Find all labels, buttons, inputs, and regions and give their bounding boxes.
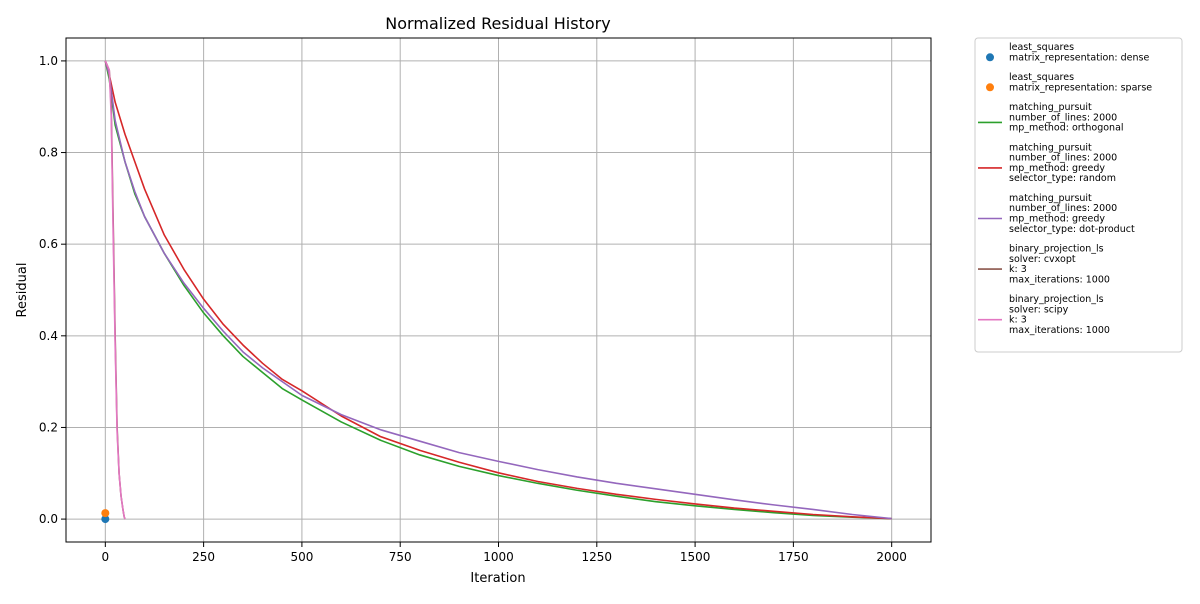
legend-label: k: 3 bbox=[1009, 264, 1027, 275]
legend-swatch-0 bbox=[986, 53, 994, 62]
x-tick-label: 2000 bbox=[876, 550, 907, 564]
legend-label: mp_method: orthogonal bbox=[1009, 123, 1124, 134]
legend-label: least_squares bbox=[1009, 42, 1074, 53]
legend-label: max_iterations: 1000 bbox=[1009, 325, 1110, 336]
legend-label: matrix_representation: dense bbox=[1009, 52, 1149, 63]
series-line-6 bbox=[104, 60, 126, 520]
x-axis-ticks: 0 250 500 750 1000 1250 1500 1750 2000 bbox=[101, 542, 907, 564]
legend-label: solver: cvxopt bbox=[1009, 254, 1076, 265]
x-tick-label: 1250 bbox=[582, 550, 613, 564]
legend-label: binary_projection_ls bbox=[1009, 294, 1104, 305]
x-tick-label: 1750 bbox=[778, 550, 809, 564]
legend-label: binary_projection_ls bbox=[1009, 244, 1104, 255]
legend-swatch-1 bbox=[986, 83, 994, 92]
legend-label: matching_pursuit bbox=[1009, 142, 1092, 153]
x-tick-label: 1500 bbox=[680, 550, 711, 564]
y-axis-ticks: 0.0 0.2 0.4 0.6 0.8 1.0 bbox=[39, 54, 66, 526]
series-line-3 bbox=[104, 60, 892, 520]
legend-label: number_of_lines: 2000 bbox=[1009, 203, 1117, 214]
legend-label: matching_pursuit bbox=[1009, 193, 1092, 204]
x-tick-label: 750 bbox=[389, 550, 412, 564]
legend-label: max_iterations: 1000 bbox=[1009, 274, 1110, 285]
series-point-1 bbox=[101, 509, 110, 518]
legend-box bbox=[974, 37, 1183, 353]
chart-title: Normalized Residual History bbox=[385, 14, 610, 33]
legend-label: number_of_lines: 2000 bbox=[1009, 112, 1117, 123]
y-axis-label: Residual bbox=[15, 263, 30, 318]
legend-label: k: 3 bbox=[1009, 315, 1027, 326]
y-tick-label: 0.0 bbox=[39, 512, 58, 526]
legend-label: selector_type: random bbox=[1009, 173, 1116, 184]
series-line-4 bbox=[104, 60, 892, 520]
x-tick-label: 0 bbox=[101, 550, 109, 564]
legend-label: number_of_lines: 2000 bbox=[1009, 153, 1117, 164]
x-axis-label: Iteration bbox=[470, 571, 525, 586]
y-tick-label: 0.6 bbox=[39, 237, 58, 251]
legend-label: matching_pursuit bbox=[1009, 102, 1092, 113]
y-tick-label: 0.4 bbox=[39, 329, 58, 343]
legend-label: solver: scipy bbox=[1009, 304, 1069, 315]
legend-label: mp_method: greedy bbox=[1009, 163, 1105, 174]
legend-label: matrix_representation: sparse bbox=[1009, 82, 1152, 93]
grid-lines bbox=[66, 38, 931, 542]
x-tick-label: 500 bbox=[290, 550, 313, 564]
x-tick-label: 1000 bbox=[483, 550, 514, 564]
plot-area bbox=[101, 60, 892, 524]
x-tick-label: 250 bbox=[192, 550, 215, 564]
series-line-5 bbox=[104, 60, 126, 520]
y-tick-label: 0.2 bbox=[39, 420, 58, 434]
series-point-0 bbox=[101, 515, 110, 524]
legend-label: least_squares bbox=[1009, 72, 1074, 83]
legend-label: selector_type: dot-product bbox=[1009, 224, 1135, 235]
y-tick-label: 1.0 bbox=[39, 54, 58, 68]
legend-label: mp_method: greedy bbox=[1009, 214, 1105, 225]
y-tick-label: 0.8 bbox=[39, 146, 58, 160]
